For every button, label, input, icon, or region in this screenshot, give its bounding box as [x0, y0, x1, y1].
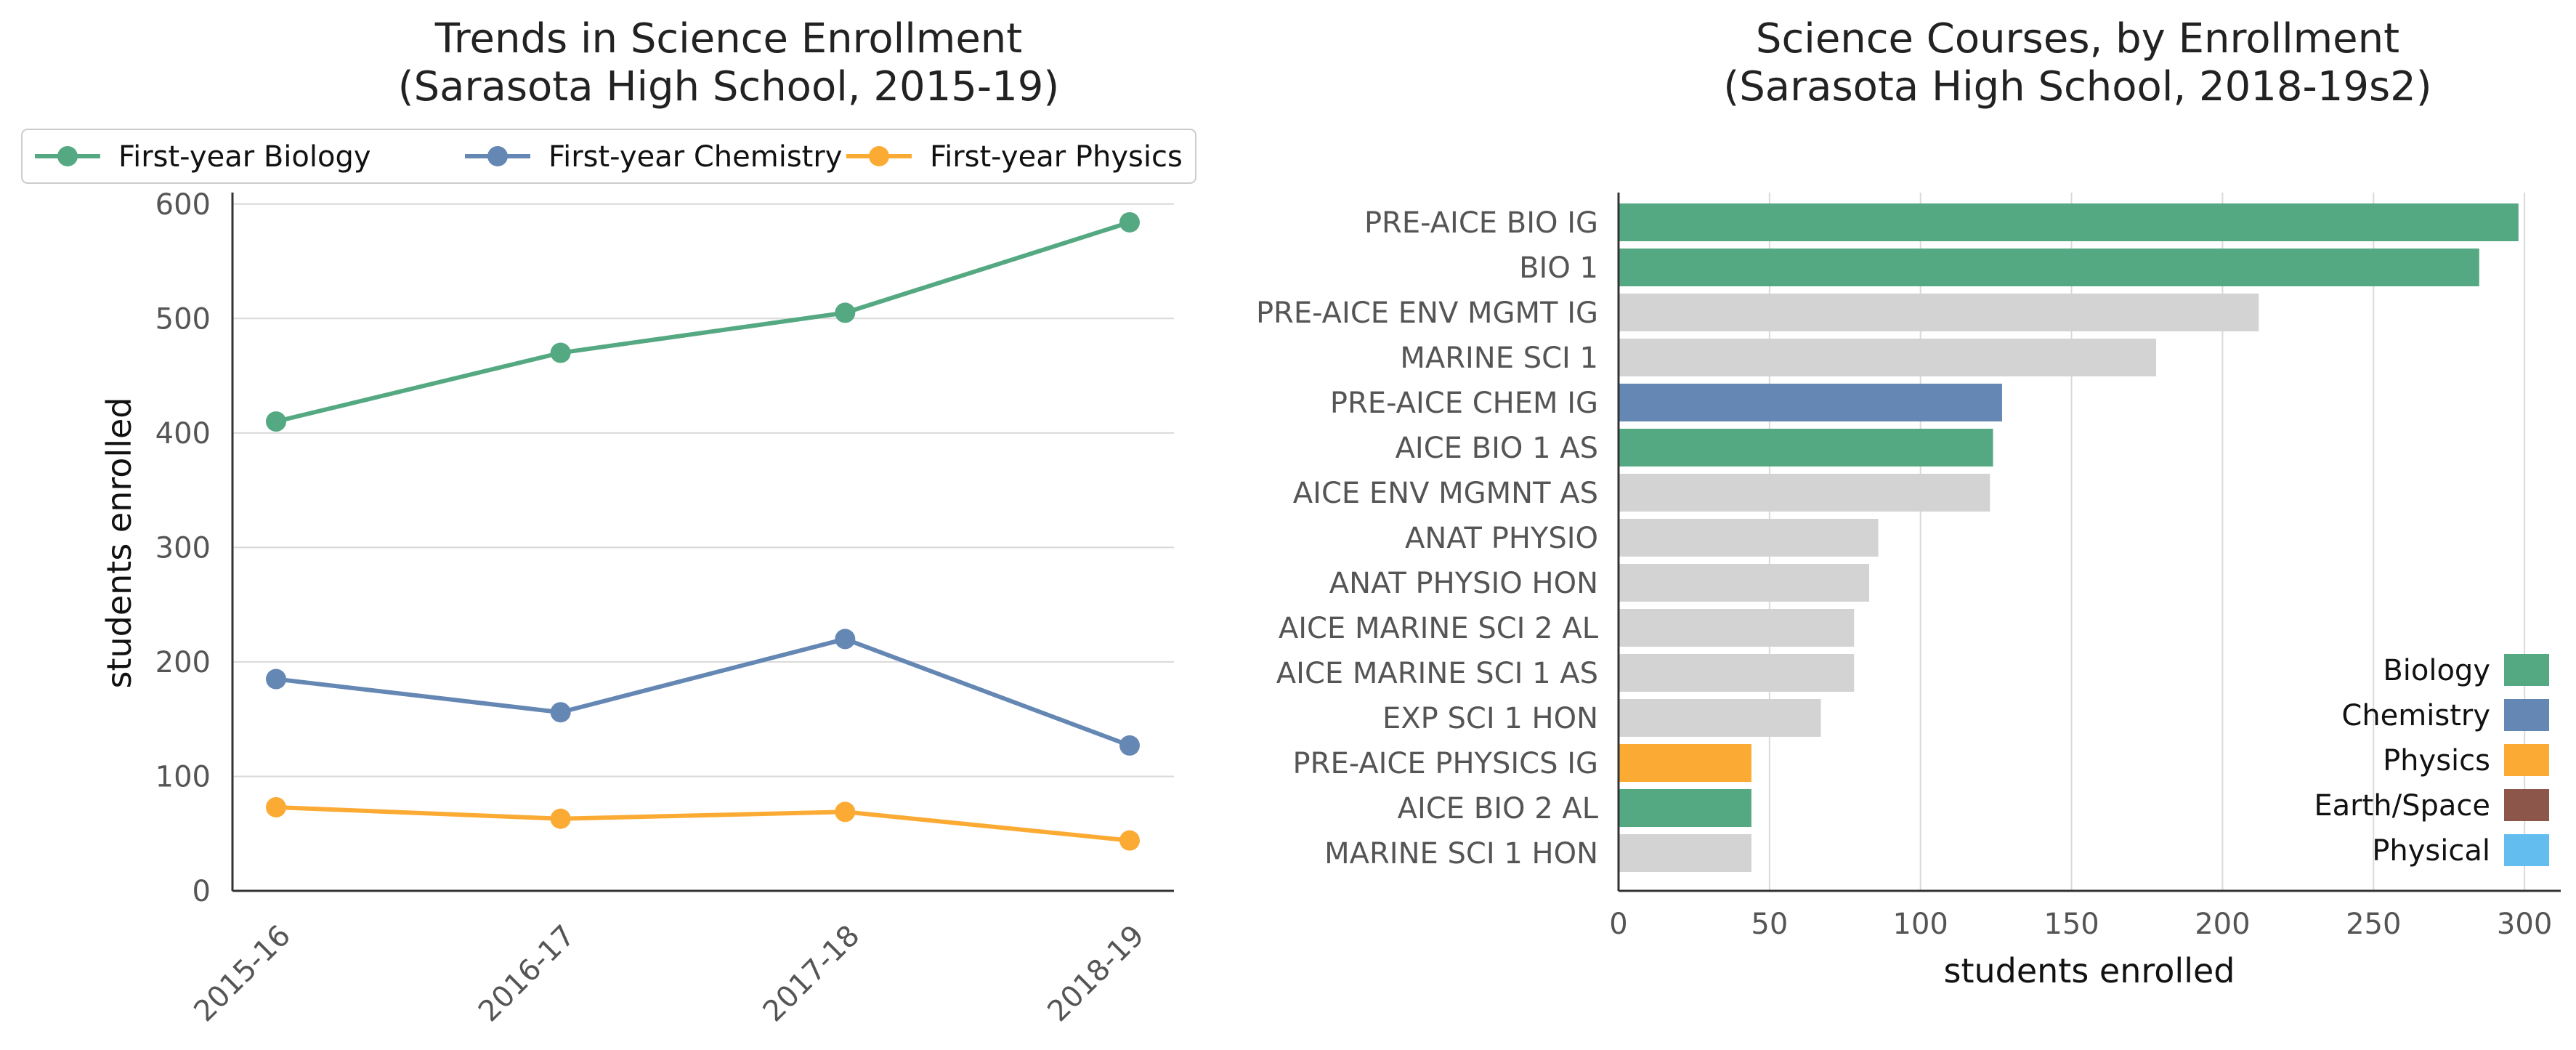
line-chart-legend-box: [21, 129, 1196, 184]
data-point: [1119, 735, 1140, 756]
y-tick-label: 400: [155, 417, 211, 451]
y-tick-label: 100: [155, 760, 211, 793]
data-point: [550, 702, 571, 723]
x-tick-label: 300: [2497, 908, 2552, 941]
bar: [1619, 519, 1879, 557]
category-label: ANAT PHYSIO: [1405, 522, 1598, 555]
legend-swatch: [2504, 834, 2549, 866]
y-tick-label: 200: [155, 646, 211, 679]
legend-marker: [869, 146, 889, 166]
line-chart-x-ticks: 2015-16 2016-17 2017-18 2018-19: [187, 919, 1151, 1029]
legend-label: First-year Chemistry: [548, 140, 842, 174]
x-tick-label: 2018-19: [1041, 919, 1151, 1029]
bar-chart-x-ticks: 0 50 100 150 200 250 300: [1609, 908, 2552, 941]
x-tick-label: 150: [2044, 908, 2099, 941]
bar: [1619, 609, 1855, 647]
bar-chart-x-axis-label: students enrolled: [1944, 951, 2235, 990]
category-label: AICE MARINE SCI 1 AS: [1276, 657, 1598, 690]
category-label: PRE-AICE CHEM IG: [1330, 387, 1598, 420]
y-tick-label: 600: [155, 188, 211, 222]
bar-chart-category-labels: PRE-AICE BIO IG BIO 1 PRE-AICE ENV MGMT IG…: [1256, 206, 1599, 871]
category-label: MARINE SCI 1: [1400, 342, 1598, 375]
bar: [1619, 294, 2259, 331]
data-point: [266, 411, 286, 432]
category-label: AICE MARINE SCI 2 AL: [1279, 612, 1599, 645]
bar-chart-title-line2: (Sarasota High School, 2018-19s2): [1723, 63, 2431, 110]
data-point: [550, 342, 571, 363]
bar: [1619, 249, 2479, 286]
bar: [1619, 564, 1870, 602]
data-point: [835, 302, 856, 323]
data-point: [266, 669, 286, 690]
bar: [1619, 203, 2519, 241]
category-label: AICE BIO 1 AS: [1396, 432, 1598, 465]
legend-label: Physical: [2372, 834, 2490, 868]
line-chart: Trends in Science Enrollment (Sarasota H…: [21, 15, 1196, 1029]
x-tick-label: 2015-16: [187, 919, 297, 1029]
bar: [1619, 384, 2002, 421]
line-chart-legend: First-year Biology First-year Chemistry Fi…: [21, 129, 1196, 184]
category-label: PRE-AICE ENV MGMT IG: [1256, 296, 1598, 330]
category-label: AICE BIO 2 AL: [1398, 792, 1599, 825]
y-tick-label: 500: [155, 302, 211, 336]
series-line: [275, 637, 1131, 748]
legend-label: First-year Physics: [930, 140, 1183, 174]
x-tick-label: 200: [2195, 908, 2250, 941]
legend-swatch: [2504, 654, 2549, 686]
legend-label: Chemistry: [2341, 699, 2490, 732]
x-tick-label: 100: [1893, 908, 1948, 941]
bar: [1619, 429, 1993, 467]
line-chart-title-line2: (Sarasota High School, 2015-19): [398, 63, 1059, 110]
legend-label: Physics: [2383, 744, 2490, 778]
legend-label: Earth/Space: [2314, 789, 2490, 823]
bar: [1619, 744, 1751, 782]
x-tick-label: 250: [2346, 908, 2401, 941]
bar: [1619, 834, 1751, 872]
category-label: BIO 1: [1519, 251, 1598, 285]
bar-chart-legend: Biology Chemistry Physics Earth/Space Physic…: [2314, 654, 2549, 868]
data-point: [1119, 830, 1140, 851]
legend-label: First-year Biology: [118, 140, 371, 174]
bar-chart-bars: [1619, 203, 2519, 872]
legend-label: Biology: [2383, 654, 2490, 687]
data-point: [835, 629, 856, 650]
bar-chart-title-line1: Science Courses, by Enrollment: [1756, 15, 2399, 62]
x-tick-label: 2017-18: [757, 919, 867, 1029]
data-point: [550, 808, 571, 829]
line-chart-title-line1: Trends in Science Enrollment: [434, 15, 1022, 62]
bar: [1619, 699, 1821, 737]
data-point: [1119, 211, 1140, 233]
category-label: EXP SCI 1 HON: [1382, 702, 1598, 735]
line-chart-series: [266, 211, 1140, 851]
series-line: [275, 804, 1130, 843]
legend-swatch: [2504, 789, 2549, 821]
bar-chart: Science Courses, by Enrollment (Sarasota…: [1256, 15, 2561, 990]
line-chart-y-axis-label: students enrolled: [100, 397, 139, 689]
bar: [1619, 474, 1990, 512]
y-tick-label: 300: [155, 531, 211, 565]
bar: [1619, 789, 1751, 827]
x-tick-label: 0: [1609, 908, 1627, 941]
category-label: PRE-AICE BIO IG: [1364, 206, 1598, 240]
series-line: [275, 220, 1130, 424]
line-chart-y-ticks: 0 100 200 300 400 500 600: [155, 188, 211, 908]
bar: [1619, 339, 2156, 376]
category-label: ANAT PHYSIO HON: [1329, 567, 1598, 600]
data-point: [266, 796, 286, 817]
y-tick-label: 0: [193, 875, 211, 908]
category-label: PRE-AICE PHYSICS IG: [1293, 747, 1598, 780]
data-point: [835, 801, 856, 823]
legend-swatch: [2504, 744, 2549, 776]
line-chart-grid: [232, 203, 1174, 778]
bar: [1619, 654, 1855, 692]
category-label: MARINE SCI 1 HON: [1324, 837, 1598, 871]
x-tick-label: 2016-17: [472, 919, 582, 1029]
legend-marker: [487, 146, 508, 166]
legend-marker: [57, 146, 78, 166]
x-tick-label: 50: [1751, 908, 1788, 941]
legend-swatch: [2504, 699, 2549, 731]
category-label: AICE ENV MGMNT AS: [1293, 477, 1598, 510]
